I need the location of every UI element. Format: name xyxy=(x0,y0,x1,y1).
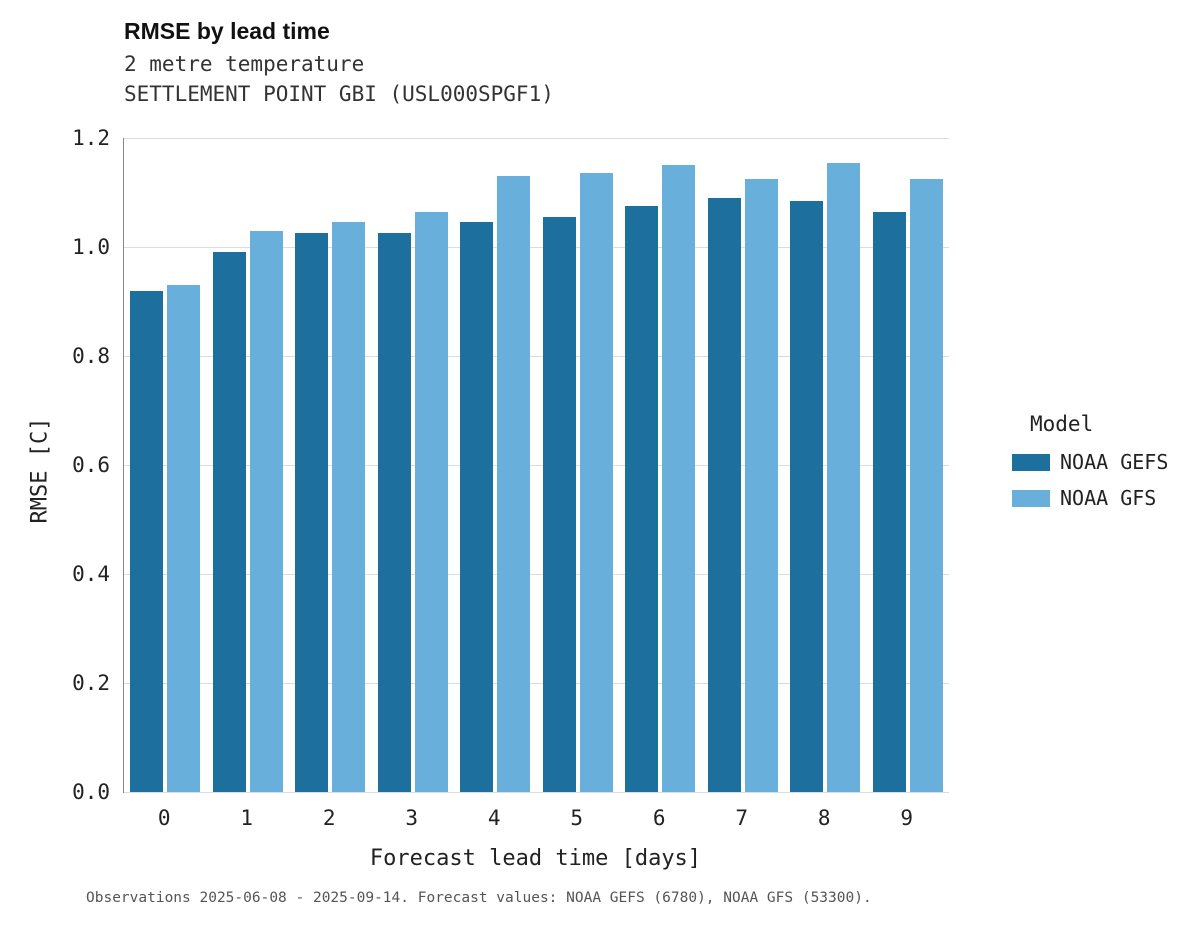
bar-noaa-gfs-day-6 xyxy=(662,165,696,792)
chart-title: RMSE by lead time xyxy=(124,18,330,44)
bar-noaa-gefs-day-4 xyxy=(460,222,494,792)
chart-subtitle: 2 metre temperature xyxy=(124,52,365,76)
x-tick-label: 3 xyxy=(405,806,419,830)
gridline xyxy=(124,465,949,466)
bar-noaa-gefs-day-8 xyxy=(790,200,824,792)
y-tick-label: 1.2 xyxy=(72,126,110,150)
bar-group-day-2 xyxy=(289,222,372,792)
y-axis-ticks: 0.0 0.2 0.4 0.6 0.8 1.0 1.2 xyxy=(0,126,110,804)
gridline xyxy=(124,138,949,139)
legend: Model NOAA GEFS NOAA GFS xyxy=(1012,412,1168,522)
bar-noaa-gefs-day-9 xyxy=(872,211,906,792)
bar-noaa-gfs-day-3 xyxy=(414,211,448,792)
gridline xyxy=(124,683,949,684)
bar-noaa-gfs-day-9 xyxy=(909,178,943,792)
bar-group-day-1 xyxy=(207,230,290,792)
bar-group-day-0 xyxy=(124,285,207,792)
bar-group-day-9 xyxy=(867,178,950,792)
bar-group-day-8 xyxy=(784,162,867,792)
y-tick-label: 0.4 xyxy=(72,562,110,586)
x-tick-label: 7 xyxy=(735,806,749,830)
bar-group-day-3 xyxy=(372,211,455,792)
bar-noaa-gefs-day-0 xyxy=(130,290,164,792)
y-tick-label: 0.2 xyxy=(72,671,110,695)
plot-area xyxy=(123,138,949,793)
y-tick-label: 0.0 xyxy=(72,780,110,804)
y-tick-label: 0.6 xyxy=(72,453,110,477)
legend-label-noaa-gfs: NOAA GFS xyxy=(1060,486,1157,510)
gridline xyxy=(124,574,949,575)
x-tick-label: 4 xyxy=(487,806,501,830)
x-tick-label: 2 xyxy=(322,806,336,830)
bar-group-day-7 xyxy=(702,178,785,792)
bar-noaa-gfs-day-1 xyxy=(249,230,283,792)
noaa-gfs-swatch xyxy=(1012,489,1050,507)
noaa-gefs-swatch xyxy=(1012,453,1050,471)
bar-noaa-gefs-day-6 xyxy=(625,206,659,792)
x-tick-label: 6 xyxy=(652,806,666,830)
gridline xyxy=(124,356,949,357)
gridline xyxy=(124,247,949,248)
legend-item-noaa-gefs: NOAA GEFS xyxy=(1012,450,1168,474)
x-axis-ticks: 0 1 2 3 4 5 6 7 8 9 xyxy=(123,800,948,834)
footnote: Observations 2025-06-08 - 2025-09-14. Fo… xyxy=(86,890,872,906)
bar-noaa-gfs-day-8 xyxy=(827,162,861,792)
legend-title: Model xyxy=(1030,412,1094,436)
bar-noaa-gefs-day-7 xyxy=(707,197,741,792)
bar-group-day-6 xyxy=(619,165,702,792)
legend-label-noaa-gefs: NOAA GEFS xyxy=(1060,450,1169,474)
bar-noaa-gfs-day-2 xyxy=(332,222,366,792)
chart-station-line: SETTLEMENT POINT GBI (USL000SPGF1) xyxy=(124,82,554,106)
bar-group-day-4 xyxy=(454,176,537,792)
x-tick-label: 1 xyxy=(240,806,254,830)
x-tick-label: 9 xyxy=(900,806,914,830)
x-tick-label: 8 xyxy=(817,806,831,830)
x-tick-label: 0 xyxy=(157,806,171,830)
x-axis-label: Forecast lead time [days] xyxy=(369,846,702,871)
legend-item-noaa-gfs: NOAA GFS xyxy=(1012,486,1168,510)
bar-noaa-gefs-day-5 xyxy=(542,217,576,792)
y-tick-label: 0.8 xyxy=(72,344,110,368)
bar-noaa-gfs-day-0 xyxy=(167,285,201,792)
bar-noaa-gfs-day-5 xyxy=(579,173,613,792)
bar-noaa-gfs-day-7 xyxy=(744,178,778,792)
bar-group-day-5 xyxy=(537,173,620,792)
bar-noaa-gefs-day-1 xyxy=(212,252,246,792)
gridline xyxy=(124,792,949,793)
bar-noaa-gefs-day-2 xyxy=(295,233,329,792)
y-tick-label: 1.0 xyxy=(72,235,110,259)
x-tick-label: 5 xyxy=(570,806,584,830)
bar-noaa-gfs-day-4 xyxy=(497,176,531,792)
bar-noaa-gefs-day-3 xyxy=(377,233,411,792)
